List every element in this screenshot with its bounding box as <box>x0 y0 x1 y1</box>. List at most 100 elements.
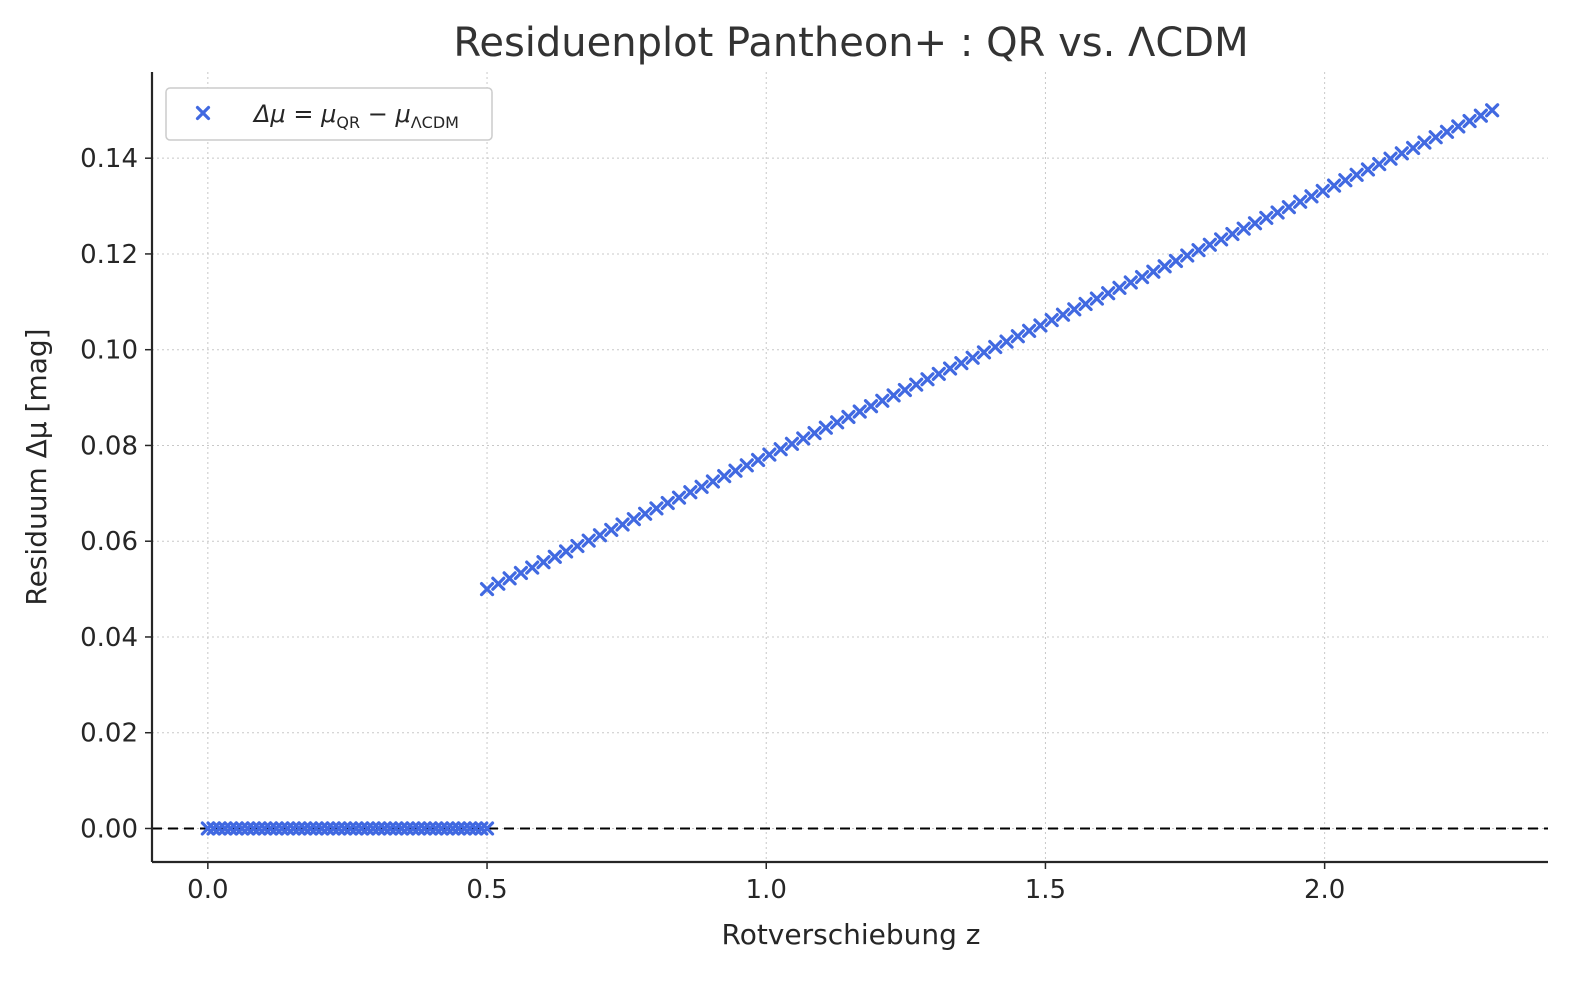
legend-marker-x <box>195 105 211 121</box>
data-point <box>604 522 619 538</box>
data-point <box>1202 237 1217 252</box>
data-point <box>1383 151 1398 166</box>
data-point <box>649 501 664 516</box>
data-point <box>1236 221 1251 236</box>
legend-box <box>165 87 493 141</box>
grid-lines <box>152 72 1548 862</box>
data-point <box>491 576 506 591</box>
data-point <box>1372 156 1387 172</box>
data-point <box>1134 269 1150 285</box>
y-tick-label: 0.08 <box>80 431 138 461</box>
data-point <box>1033 318 1048 333</box>
data-point <box>954 356 969 371</box>
data-point <box>1462 113 1477 129</box>
tick-labels: 0.0 0.5 1.0 1.5 2.0 0.00 0.02 0.04 0.06 0.08 0.10 0… <box>80 144 1345 905</box>
data-point <box>638 506 653 521</box>
data-point <box>1259 210 1274 225</box>
data-point <box>1349 167 1364 182</box>
data-point <box>1022 323 1037 338</box>
y-tick-label: 0.02 <box>80 719 138 749</box>
data-point <box>1406 140 1421 156</box>
data-point <box>1180 248 1195 263</box>
data-point <box>739 458 754 473</box>
data-point <box>1326 178 1342 193</box>
data-point <box>920 372 935 387</box>
data-point <box>1304 189 1319 204</box>
data-point <box>694 479 709 494</box>
data-point <box>976 345 992 360</box>
data-point <box>852 404 867 419</box>
data-point <box>1055 307 1071 322</box>
data-point <box>1225 226 1240 242</box>
data-point <box>1417 135 1432 150</box>
data-point <box>1168 253 1184 269</box>
data-point <box>1112 280 1127 295</box>
data-point <box>773 442 788 457</box>
data-point <box>570 538 585 554</box>
y-tick-label: 0.06 <box>80 527 138 557</box>
data-point <box>1394 146 1409 161</box>
data-point <box>1439 124 1455 139</box>
data-point <box>1101 286 1116 301</box>
data-point <box>1123 275 1138 290</box>
x-tick-label: 0.0 <box>187 875 228 905</box>
x-tick-label: 1.0 <box>746 875 787 905</box>
data-point <box>728 463 743 478</box>
data-point <box>942 361 958 376</box>
x-tick-label: 1.5 <box>1025 875 1066 905</box>
data-point <box>1281 200 1296 215</box>
data-point <box>909 377 924 392</box>
x-axis-label: Rotverschiebung z <box>722 918 981 951</box>
data-point <box>717 469 732 484</box>
data-point <box>479 581 495 597</box>
x-tick-label: 2.0 <box>1304 875 1345 905</box>
data-point <box>1067 302 1082 317</box>
legend-label: Δμ = μQR − μΛCDM <box>252 100 459 132</box>
data-point <box>796 431 811 446</box>
data-point <box>671 490 687 505</box>
x-tick-label: 0.5 <box>466 875 507 905</box>
data-point <box>988 339 1003 355</box>
data-point <box>784 436 800 451</box>
data-point <box>525 560 540 575</box>
data-point <box>558 544 574 559</box>
data-point <box>1146 264 1161 279</box>
data-points <box>200 103 1500 836</box>
data-point <box>626 512 641 527</box>
data-point <box>830 415 845 430</box>
data-point <box>502 571 517 586</box>
data-point <box>1315 183 1330 199</box>
data-point <box>1473 108 1488 123</box>
data-point <box>1214 232 1229 247</box>
data-point <box>1338 173 1353 188</box>
data-point <box>807 425 822 441</box>
data-point <box>1044 313 1059 328</box>
y-axis-label: Residuum Δμ [mag] <box>20 328 53 605</box>
data-point <box>683 485 698 500</box>
data-point <box>999 334 1014 349</box>
data-point <box>1157 259 1172 274</box>
y-tick-label: 0.10 <box>80 336 138 366</box>
data-point <box>1247 216 1263 231</box>
data-point <box>1451 119 1466 134</box>
data-point <box>1191 243 1206 258</box>
data-point <box>750 452 766 468</box>
y-tick-label: 0.12 <box>80 240 138 270</box>
data-point <box>1360 162 1376 177</box>
chart-title: Residuenplot Pantheon+ : QR vs. ΛCDM <box>453 20 1248 66</box>
data-point <box>1485 103 1500 118</box>
data-point <box>581 533 596 548</box>
data-point <box>1010 329 1025 344</box>
data-point <box>818 420 833 435</box>
data-point <box>547 549 562 564</box>
data-point <box>536 555 551 570</box>
data-point <box>705 474 721 489</box>
data-point <box>931 366 946 382</box>
data-point <box>762 447 777 462</box>
data-point <box>875 393 890 408</box>
data-point <box>660 495 675 511</box>
axes <box>145 72 1548 869</box>
y-tick-label: 0.14 <box>80 144 138 174</box>
